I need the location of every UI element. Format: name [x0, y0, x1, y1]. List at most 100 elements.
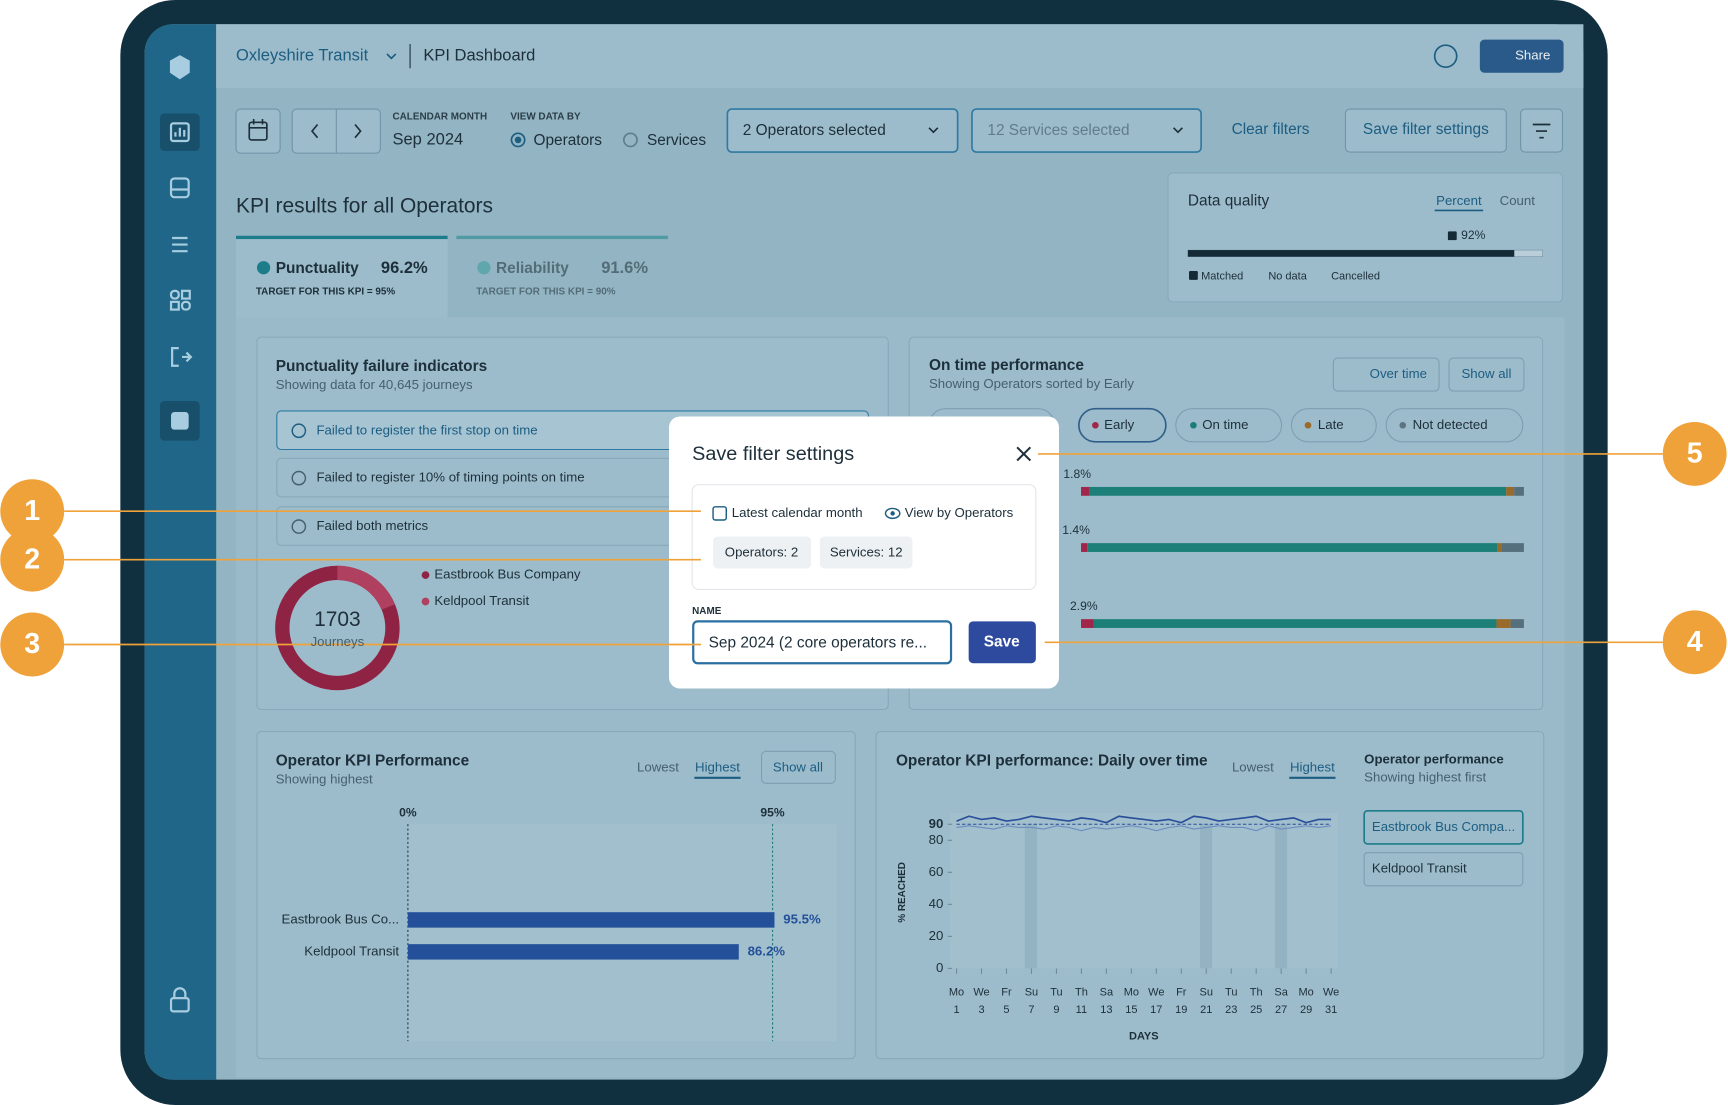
x-tick-label: 0% [399, 805, 417, 819]
segment [1514, 486, 1524, 496]
category-label: Eastbrook Bus Co... [282, 911, 400, 926]
failure-label: Failed to register 10% of timing points … [316, 470, 584, 485]
y-tick-label: 80 [929, 832, 944, 847]
over-time-button[interactable] [1332, 357, 1440, 392]
brand: Oxleyshire Transit [236, 46, 369, 65]
early-label: 1.8% [1063, 467, 1091, 481]
button-label: Over time [1370, 366, 1427, 381]
operators-select[interactable] [726, 108, 959, 153]
x-tick-weekday: Tu [1050, 987, 1062, 999]
segment [1497, 543, 1502, 552]
operator-kpi-controls [407, 209, 1524, 1042]
pill-label: Not detected [1413, 417, 1488, 432]
panel-title: Punctuality failure indicators [276, 358, 487, 375]
x-tick-weekday: Fr [1001, 987, 1012, 999]
kpi-name: Reliability [496, 260, 569, 277]
x-tick-label: 9 [1053, 1004, 1059, 1016]
x-tick-weekday: Fr [1176, 987, 1187, 999]
button-label: Show all [1461, 366, 1511, 381]
tab-reliability[interactable] [456, 236, 668, 318]
x-tick-weekday: We [1148, 987, 1164, 999]
x-tick-weekday: Sa [1274, 987, 1288, 999]
services-select[interactable] [971, 108, 1202, 153]
y-tick-label: 0 [936, 960, 943, 975]
x-tick-label: 25 [1250, 1004, 1262, 1016]
failure-label: Failed to register the first stop on tim… [316, 422, 537, 437]
filter-controls [235, 108, 1564, 154]
kpi-value: 91.6% [601, 258, 648, 277]
x-tick-label: 29 [1300, 1004, 1312, 1016]
segment [1510, 619, 1524, 628]
matched-label: 92% [1461, 228, 1485, 242]
x-tick-label: 1 [953, 1004, 959, 1016]
field-label: CALENDAR MONTH [392, 111, 487, 122]
x-tick-label: 23 [1225, 1004, 1237, 1016]
x-tick-weekday: Th [1075, 987, 1088, 999]
page-title: KPI Dashboard [423, 46, 535, 65]
show-all-button[interactable] [760, 750, 836, 784]
sidebar-icons [160, 55, 200, 1013]
select-value: 12 Services selected [987, 122, 1129, 139]
legend-swatch [1447, 231, 1457, 241]
x-tick-label: 11 [1076, 1004, 1087, 1016]
legend-label: Cancelled [1331, 270, 1380, 282]
y-tick-label: 90 [929, 816, 944, 831]
x-tick-weekday: Mo [1124, 987, 1139, 999]
category-label: Keldpool Transit [304, 943, 399, 958]
value-label: 86.2% [748, 943, 786, 958]
kpi-value: 96.2% [381, 258, 428, 277]
x-tick-label: 21 [1200, 1004, 1212, 1016]
early-label: 2.9% [1070, 599, 1098, 613]
legend-swatch [1189, 271, 1198, 280]
operator-item[interactable] [1363, 852, 1524, 887]
panel-subtitle: Showing data for 40,645 journeys [276, 377, 473, 392]
x-tick-weekday: Su [1025, 987, 1038, 999]
kpi-tabs [236, 235, 668, 318]
button-label: Show all [773, 759, 823, 774]
sort-pill[interactable] [1175, 408, 1283, 443]
x-tick-weekday: Su [1200, 987, 1213, 999]
value-label: 95.5% [783, 911, 821, 926]
modal [669, 416, 1059, 689]
save-filter-button[interactable] [1344, 108, 1507, 153]
kpi-target: TARGET FOR THIS KPI = 90% [476, 287, 616, 298]
operator-item-label: Keldpool Transit [1372, 861, 1467, 876]
name-input[interactable] [692, 620, 953, 665]
x-tick-label: 17 [1150, 1004, 1162, 1016]
section-title: KPI results for all Operators [236, 195, 493, 218]
operator-item[interactable] [1363, 810, 1524, 845]
segment [1087, 543, 1498, 552]
donut-total: 1703 [314, 608, 361, 631]
show-all-button[interactable] [1448, 357, 1525, 392]
x-tick-weekday: Th [1250, 987, 1263, 999]
sort-pill[interactable] [1290, 408, 1377, 443]
x-tick-weekday: Sa [1100, 987, 1114, 999]
close-button[interactable] [1016, 446, 1032, 462]
legend-label: Matched [1201, 270, 1243, 282]
sort-pill[interactable] [1078, 407, 1167, 443]
early-label: 1.4% [1062, 523, 1090, 537]
panel-subtitle: Showing Operators sorted by Early [929, 376, 1134, 391]
field-label: VIEW DATA BY [510, 111, 581, 122]
toggle: Percent [1436, 193, 1482, 208]
segment [1496, 619, 1511, 628]
tab-punctuality[interactable] [236, 236, 448, 318]
toggle: Highest [695, 759, 740, 774]
top-bar [216, 24, 1584, 89]
panel-title: Operator KPI performance: Daily over tim… [896, 752, 1208, 769]
segment [1093, 619, 1497, 628]
sort-pill[interactable] [1385, 408, 1524, 443]
input-value: Sep 2024 (2 core operators re... [709, 634, 927, 651]
header-decor [386, 39, 1564, 73]
x-tick-weekday: Mo [949, 987, 964, 999]
calendar-button[interactable] [235, 108, 281, 154]
list-subtitle: Showing highest first [1364, 769, 1486, 784]
panel-subtitle: Showing highest [276, 772, 373, 787]
save-button[interactable] [968, 621, 1036, 664]
callout-number: 3 [24, 628, 40, 660]
sidebar [144, 24, 217, 1080]
donut-label: Journeys [311, 634, 365, 649]
x-tick-weekday: We [1323, 987, 1339, 999]
